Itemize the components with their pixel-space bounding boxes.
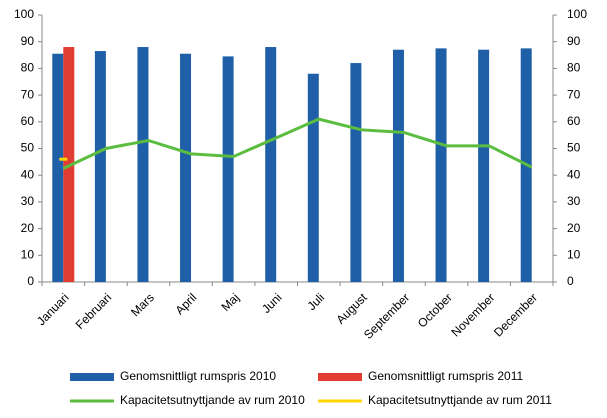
x-tick-label: Maj [218,290,242,314]
legend-label: Kapacitetsutnyttjande av rum 2011 [368,393,552,407]
bar [350,63,362,283]
x-tick-label: October [415,290,455,330]
bar [222,56,234,283]
y2-tick-label: 100 [567,7,587,21]
y2-tick-label: 90 [567,34,581,48]
legend-swatch [318,373,362,381]
y-tick-label: 40 [21,167,35,181]
bar [94,51,106,282]
x-tick-label: September [361,290,412,341]
bar [265,47,277,282]
y2-tick-label: 0 [567,274,574,288]
y-tick-label: 100 [14,7,34,21]
x-tick-label: November [448,290,497,339]
x-tick-label: December [491,290,540,339]
bar [478,49,490,283]
y-tick-label: 70 [21,87,35,101]
y2-tick-label: 40 [567,167,581,181]
x-tick-label: Februari [73,290,114,331]
bar [307,73,319,283]
legend-swatch [70,373,114,381]
x-tick-label: August [333,290,370,327]
bar [392,49,404,283]
x-tick-label: Juni [259,290,284,315]
y2-tick-label: 10 [567,247,581,261]
x-tick-label: Januari [34,290,72,328]
x-tick-label: Mars [128,290,157,319]
bar [180,53,192,283]
y-tick-label: 0 [27,274,34,288]
y2-tick-label: 50 [567,141,581,155]
legend-label: Genomsnittligt rumspris 2011 [368,369,524,383]
y-tick-label: 50 [21,141,35,155]
x-tick-label: April [173,290,200,317]
y2-tick-label: 20 [567,221,581,235]
y2-tick-label: 70 [567,87,581,101]
y2-tick-label: 80 [567,61,581,75]
y-tick-label: 20 [21,221,35,235]
bar [435,48,447,282]
legend-label: Genomsnittligt rumspris 2010 [120,369,276,383]
bar [137,47,149,282]
y-tick-label: 90 [21,34,35,48]
y-tick-label: 80 [21,61,35,75]
y-tick-label: 30 [21,194,35,208]
bar [52,53,64,283]
y2-tick-label: 60 [567,114,581,128]
y-tick-label: 10 [21,247,35,261]
legend-label: Kapacitetsutnyttjande av rum 2010 [120,393,305,407]
y-tick-label: 60 [21,114,35,128]
line [62,117,533,170]
y2-tick-label: 30 [567,194,581,208]
x-tick-label: Juli [305,290,328,313]
